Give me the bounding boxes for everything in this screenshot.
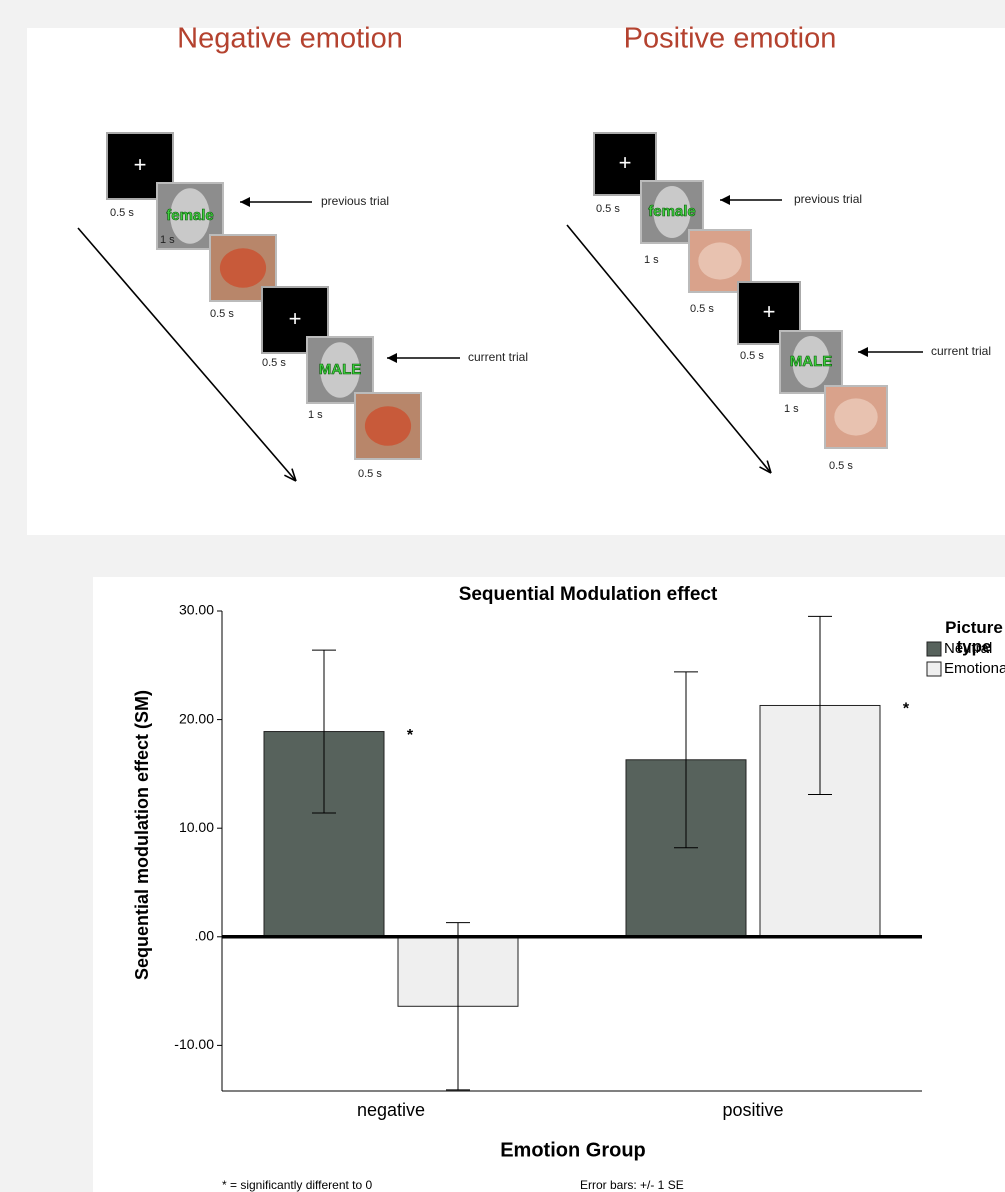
duration: 1 s [160, 234, 175, 246]
duration: 0.5 s [262, 357, 286, 369]
panel-title: Positive emotion [624, 23, 837, 55]
previous-label: previous trial [321, 194, 389, 208]
current-label: current trial [468, 350, 528, 364]
fixation-symbol: + [134, 152, 147, 177]
chart-title: Sequential Modulation effect [459, 584, 718, 605]
fixation-symbol: + [619, 150, 632, 175]
current-label: current trial [931, 344, 991, 358]
x-tick-label: negative [357, 1100, 425, 1120]
duration: 1 s [644, 254, 659, 266]
duration: 1 s [784, 403, 799, 415]
page: Negative emotion +0.5 s female 1 s 0.5 s +0.5… [0, 0, 1005, 1192]
fixation-symbol: + [763, 299, 776, 324]
y-tick-label: .00 [195, 927, 215, 943]
duration: 0.5 s [596, 203, 620, 215]
figure: Negative emotion +0.5 s female 1 s 0.5 s +0.5… [0, 0, 1005, 1192]
previous-label: previous trial [794, 192, 862, 206]
y-tick-label: 30.00 [179, 602, 214, 618]
duration: 0.5 s [740, 350, 764, 362]
duration: 0.5 s [210, 308, 234, 320]
picture [365, 406, 411, 446]
x-axis-title: Emotion Group [500, 1139, 646, 1161]
legend-title: Picture type [928, 618, 1005, 656]
x-tick-label: positive [722, 1100, 783, 1120]
footnote: * = significantly different to 0 [222, 1178, 373, 1192]
legend-swatch [927, 662, 941, 676]
duration: 1 s [308, 409, 323, 421]
y-tick-label: 20.00 [179, 710, 214, 726]
duration: 0.5 s [829, 460, 853, 472]
significance-mark: * [407, 727, 414, 744]
duration: 0.5 s [110, 207, 134, 219]
y-tick-label: 10.00 [179, 819, 214, 835]
y-axis-title: Sequential modulation effect (SM) [132, 690, 152, 980]
diagram-panel [27, 28, 1005, 535]
panel-title: Negative emotion [177, 23, 403, 55]
face-word: female [648, 203, 696, 220]
picture [220, 248, 266, 288]
duration: 0.5 s [358, 468, 382, 480]
face-word: female [166, 207, 214, 224]
picture [834, 398, 877, 435]
picture [698, 242, 741, 279]
face-word: MALE [790, 353, 833, 370]
legend-label: Emotional [944, 660, 1005, 677]
duration: 0.5 s [690, 303, 714, 315]
significance-mark: * [903, 701, 910, 718]
y-tick-label: -10.00 [174, 1036, 214, 1052]
fixation-symbol: + [289, 306, 302, 331]
face-word: MALE [319, 361, 362, 378]
footnote: Error bars: +/- 1 SE [580, 1178, 684, 1192]
